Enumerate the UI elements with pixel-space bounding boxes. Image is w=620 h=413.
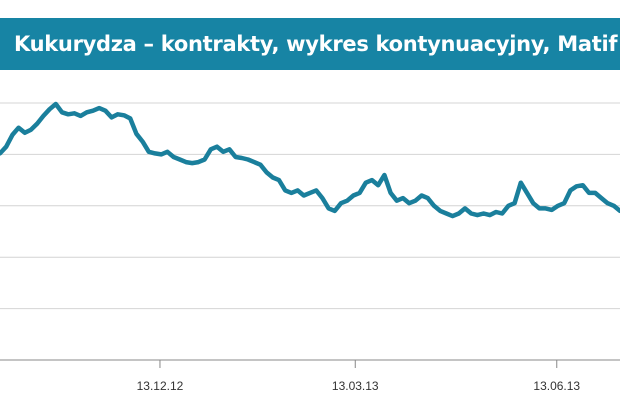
series-line xyxy=(0,101,620,219)
grid-lines xyxy=(0,102,620,310)
x-axis-ticks: 13.12.12 13.03.13 13.06.13 xyxy=(137,360,580,393)
x-tick-label: 13.06.13 xyxy=(533,379,580,393)
x-tick-label: 13.03.13 xyxy=(332,379,379,393)
chart-title-bar: Kukurydza – kontrakty, wykres kontynuacy… xyxy=(0,18,620,70)
x-tick-label: 13.12.12 xyxy=(137,379,184,393)
chart-title: Kukurydza – kontrakty, wykres kontynuacy… xyxy=(14,32,618,56)
